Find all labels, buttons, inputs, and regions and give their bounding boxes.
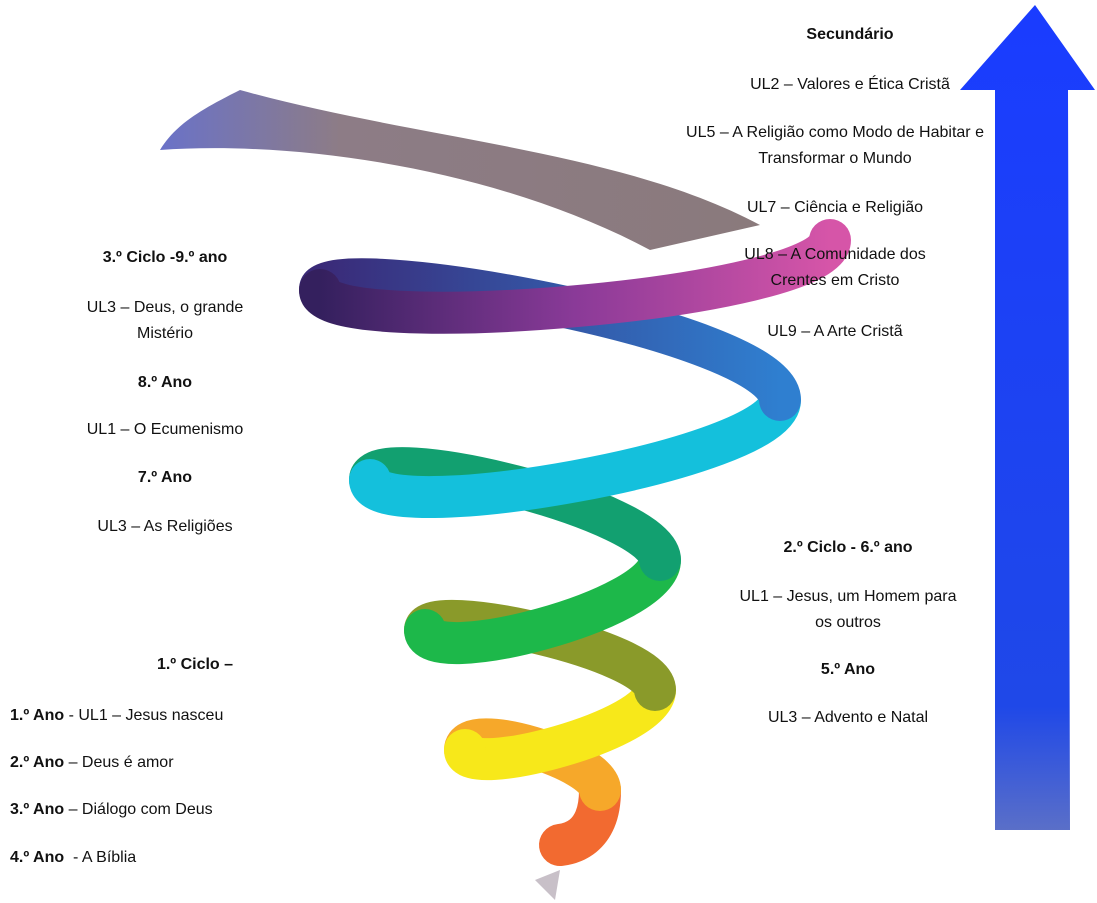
unit-label: UL1 – O Ecumenismo — [86, 421, 244, 438]
spiral — [299, 219, 851, 866]
cycle-title: 3.º Ciclo -9.º ano — [102, 249, 228, 266]
unit-label: – Diálogo com Deus — [64, 801, 213, 818]
unit-label: UL5 – A Religião como Modo de Habitar e … — [686, 124, 984, 167]
year-label: 1.º Ano — [10, 707, 65, 724]
year-label: 3.º Ano — [10, 801, 65, 818]
spiral-segment — [299, 219, 851, 334]
year-title: 7.º Ano — [137, 469, 193, 486]
unit-label: UL8 – A Comunidade dos Crentes em Cristo — [744, 246, 926, 289]
cycle-title: 2.º Ciclo - 6.º ano — [783, 539, 913, 556]
unit-label: UL2 – Valores e Ética Cristã — [750, 76, 950, 93]
progress-arrow — [960, 5, 1095, 830]
unit-label: - UL1 – Jesus nasceu — [64, 707, 224, 724]
year-row: 4.º Ano - A Bíblia — [10, 847, 136, 869]
secondary-title: Secundário — [806, 26, 894, 43]
unit-label: UL3 – Advento e Natal — [767, 709, 929, 726]
unit-label: UL3 – As Religiões — [97, 518, 233, 535]
ribbon — [160, 90, 760, 250]
unit-label: – Deus é amor — [64, 754, 174, 771]
year-row: 2.º Ano – Deus é amor — [10, 752, 174, 774]
spiral-segment — [404, 539, 681, 664]
year-row: 3.º Ano – Diálogo com Deus — [10, 799, 213, 821]
spiral-segment — [349, 379, 801, 518]
spiral-tip — [535, 870, 560, 900]
year-label: 4.º Ano — [10, 849, 65, 866]
unit-label: - A Bíblia — [64, 849, 137, 866]
year-title: 8.º Ano — [137, 374, 193, 391]
year-label: 2.º Ano — [10, 754, 65, 771]
year-title: 5.º Ano — [820, 661, 876, 678]
year-row: 1.º Ano - UL1 – Jesus nasceu — [10, 705, 223, 727]
unit-label: UL9 – A Arte Cristã — [767, 323, 903, 340]
unit-label: UL1 – Jesus, um Homem para os outros — [739, 588, 957, 631]
cycle-title: 1.º Ciclo – — [156, 656, 234, 673]
unit-label: UL7 – Ciência e Religião — [746, 199, 924, 216]
unit-label: UL3 – Deus, o grande Mistério — [86, 299, 244, 342]
